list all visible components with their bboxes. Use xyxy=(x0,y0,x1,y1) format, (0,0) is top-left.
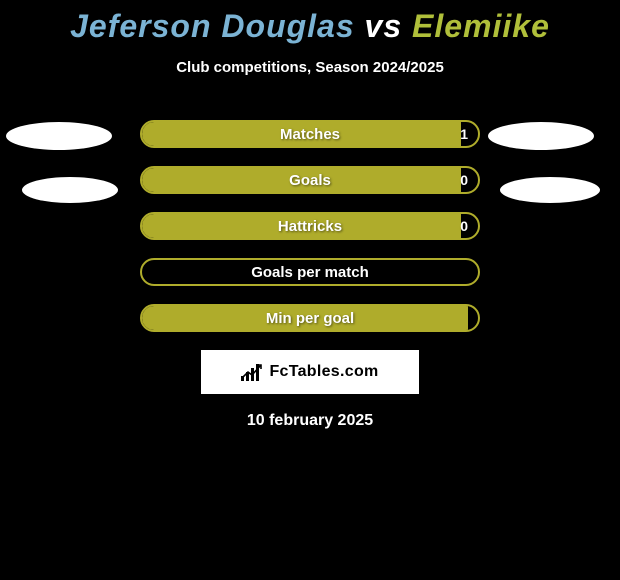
stat-label: Hattricks xyxy=(278,218,342,235)
stat-value: 1 xyxy=(460,126,468,142)
avatar-placeholder-left-2 xyxy=(22,177,118,203)
stat-label: Matches xyxy=(280,126,340,143)
stat-bar: Hattricks 0 xyxy=(140,212,480,240)
stat-bar: Goals per match xyxy=(140,258,480,286)
stat-label: Min per goal xyxy=(266,310,354,327)
stat-label: Goals xyxy=(289,172,331,189)
avatar-placeholder-right-1 xyxy=(488,122,594,150)
subtitle: Club competitions, Season 2024/2025 xyxy=(0,59,620,76)
page-title: Jeferson Douglas vs Elemiike xyxy=(0,0,620,45)
date-line: 10 february 2025 xyxy=(0,412,620,430)
stat-bar: Matches 1 xyxy=(140,120,480,148)
logo-text: FcTables.com xyxy=(269,363,378,381)
avatar-placeholder-left-1 xyxy=(6,122,112,150)
title-vs: vs xyxy=(365,8,403,44)
stat-bar: Min per goal xyxy=(140,304,480,332)
avatar-placeholder-right-2 xyxy=(500,177,600,203)
title-player2: Elemiike xyxy=(412,8,550,44)
stat-label: Goals per match xyxy=(251,264,369,281)
chart-icon xyxy=(241,363,263,381)
title-player1: Jeferson Douglas xyxy=(70,8,355,44)
stat-bar: Goals 0 xyxy=(140,166,480,194)
stats-rows: Matches 1 Goals 0 Hattricks 0 Goals per match M… xyxy=(0,120,620,332)
fctables-logo: FcTables.com xyxy=(201,350,419,394)
stat-value: 0 xyxy=(460,172,468,188)
stat-value: 0 xyxy=(460,218,468,234)
